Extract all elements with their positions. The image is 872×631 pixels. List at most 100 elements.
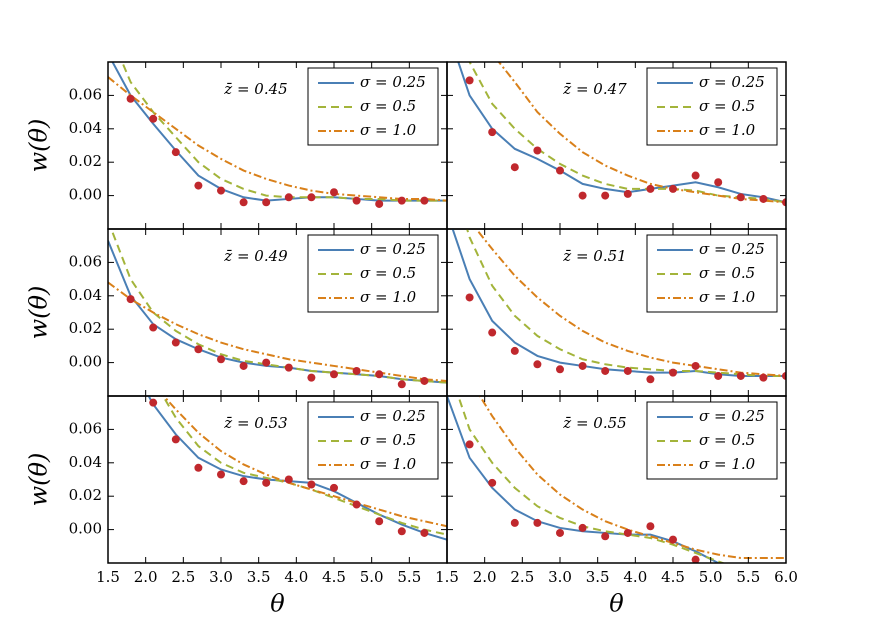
- x-tick-label: 2.0: [473, 568, 497, 586]
- model-line: [451, 229, 786, 377]
- y-tick-label: 0.02: [69, 486, 102, 504]
- data-point: [194, 345, 203, 354]
- data-point: [194, 463, 203, 472]
- data-point: [397, 380, 406, 389]
- legend-label: σ = 1.0: [699, 455, 756, 473]
- legend-box: [646, 234, 778, 313]
- data-point: [149, 398, 158, 407]
- y-tick-label: 0.00: [69, 353, 102, 371]
- y-axis-label: w(θ): [25, 286, 53, 340]
- legend-label: σ = 0.25: [699, 407, 765, 425]
- model-line: [162, 396, 447, 528]
- data-point: [239, 361, 248, 370]
- legend-label: σ = 1.0: [360, 121, 417, 139]
- data-point: [375, 517, 384, 526]
- legend-label: σ = 0.5: [360, 431, 416, 449]
- annotation: z̄ = 0.47: [562, 80, 627, 98]
- data-point: [239, 198, 248, 207]
- data-point: [352, 500, 361, 509]
- data-point: [420, 376, 429, 385]
- data-point: [646, 522, 655, 531]
- data-point: [533, 518, 542, 527]
- data-point: [330, 188, 338, 197]
- data-point: [330, 483, 338, 492]
- plot-area: [457, 62, 786, 207]
- x-tick-label: 4.5: [322, 568, 346, 586]
- y-tick-label: 0.04: [69, 453, 102, 471]
- x-tick-label: 2.0: [134, 568, 158, 586]
- data-point: [623, 366, 632, 375]
- data-point: [759, 373, 768, 382]
- data-point: [488, 478, 497, 487]
- data-point: [556, 166, 564, 175]
- model-line: [121, 62, 447, 202]
- plot-area: [447, 396, 786, 563]
- model-line: [161, 396, 447, 536]
- data-point: [284, 363, 293, 372]
- x-axis-label: θ: [270, 590, 285, 618]
- x-tick-label: 1.5: [96, 568, 120, 586]
- data-point: [465, 293, 474, 302]
- legend-label: σ = 1.0: [699, 288, 756, 306]
- data-point: [488, 128, 497, 137]
- model-line: [466, 229, 786, 377]
- legend-label: σ = 0.5: [699, 97, 755, 115]
- data-point: [375, 199, 384, 208]
- x-tick-label: 4.5: [661, 568, 685, 586]
- legend-label: σ = 0.5: [360, 97, 416, 115]
- y-axis-label: w(θ): [25, 453, 53, 507]
- x-tick-label: 3.0: [548, 568, 572, 586]
- data-point: [420, 528, 429, 537]
- data-point: [623, 528, 632, 537]
- data-point: [669, 184, 677, 193]
- y-tick-label: 0.04: [69, 286, 102, 304]
- y-tick-label: 0.00: [69, 186, 102, 204]
- model-line: [110, 229, 447, 384]
- legend-label: σ = 0.25: [360, 407, 426, 425]
- plot-area: [147, 396, 447, 541]
- data-point: [510, 346, 519, 355]
- model-line: [108, 281, 447, 382]
- data-point: [510, 163, 519, 172]
- data-point: [714, 178, 723, 187]
- legend-label: σ = 0.25: [360, 73, 426, 91]
- data-point: [488, 328, 497, 337]
- data-point: [714, 371, 723, 380]
- data-point: [217, 355, 225, 364]
- x-tick-label: 4.0: [623, 568, 647, 586]
- data-point: [691, 171, 700, 180]
- data-point: [736, 371, 745, 380]
- data-point: [307, 373, 316, 382]
- model-line: [497, 62, 786, 204]
- y-tick-label: 0.06: [69, 419, 102, 437]
- axes-frame: [446, 395, 787, 564]
- data-point: [601, 366, 610, 375]
- x-tick-label: 2.5: [510, 568, 534, 586]
- x-tick-label: 5.0: [360, 568, 384, 586]
- data-point: [330, 370, 338, 379]
- plot-area: [108, 62, 447, 208]
- data-point: [578, 523, 587, 532]
- data-point: [194, 181, 203, 190]
- data-point: [465, 440, 474, 449]
- legend-label: σ = 1.0: [360, 288, 417, 306]
- data-point: [646, 184, 655, 193]
- data-point: [262, 198, 271, 207]
- legend-label: σ = 0.25: [699, 73, 765, 91]
- model-line: [457, 62, 786, 204]
- y-tick-label: 0.00: [69, 520, 102, 538]
- data-point: [171, 148, 180, 157]
- data-point: [578, 361, 587, 370]
- y-tick-label: 0.06: [69, 85, 102, 103]
- annotation: z̄ = 0.49: [223, 247, 288, 265]
- data-point: [239, 477, 248, 486]
- model-line: [108, 76, 447, 202]
- legend-label: σ = 0.25: [360, 240, 426, 258]
- data-point: [669, 535, 677, 544]
- data-point: [397, 196, 406, 205]
- data-point: [262, 478, 271, 487]
- model-line: [478, 396, 786, 559]
- annotation: z̄ = 0.51: [562, 247, 626, 265]
- data-point: [217, 470, 225, 479]
- data-point: [149, 323, 158, 332]
